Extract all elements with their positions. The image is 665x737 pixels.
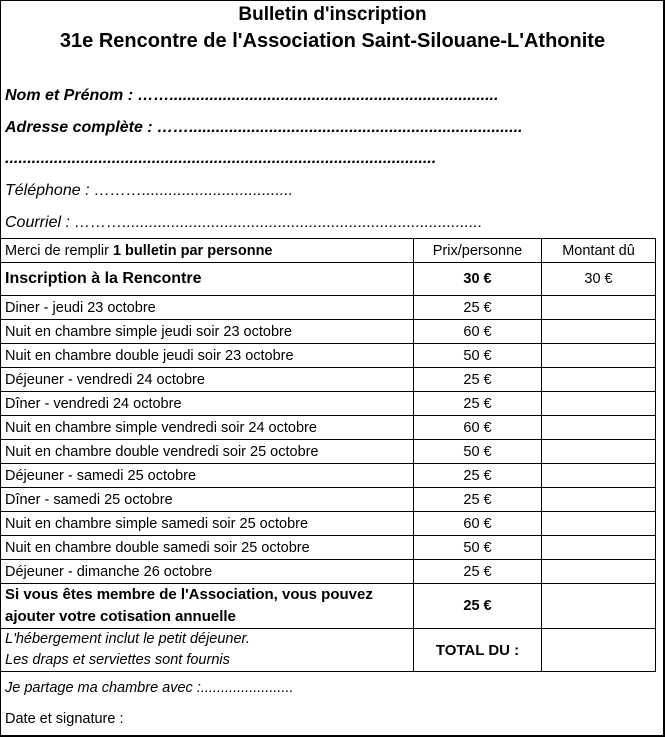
item-label: Diner - jeudi 23 octobre [0,295,414,320]
table-row: Dîner - samedi 25 octobre 25 € [0,487,656,512]
table-row: Dîner - vendredi 24 octobre 25 € [0,391,656,416]
inscription-price: 30 € [413,262,542,296]
item-label: Nuit en chambre simple vendredi soir 24 … [0,415,414,440]
form-title: Bulletin d'inscription [238,4,427,25]
inscription-due[interactable]: 30 € [541,262,656,296]
item-due[interactable] [541,391,656,416]
signature-field[interactable]: Date et signature : [5,711,124,727]
notes-row: L'hébergement inclut le petit déjeuner. L… [0,628,656,672]
table-row: Déjeuner - samedi 25 octobre 25 € [0,463,656,488]
item-price: 50 € [413,343,542,368]
table-row: Nuit en chambre simple vendredi soir 24 … [0,415,656,440]
item-label: Déjeuner - samedi 25 octobre [0,463,414,488]
item-due[interactable] [541,439,656,464]
item-price: 60 € [413,415,542,440]
item-price: 60 € [413,319,542,344]
item-label: Nuit en chambre double samedi soir 25 oc… [0,535,414,560]
item-due[interactable] [541,463,656,488]
email-field[interactable]: Courriel : ………..........................… [5,214,483,231]
item-label: Déjeuner - vendredi 24 octobre [0,367,414,392]
item-price: 25 € [413,487,542,512]
total-due[interactable] [541,628,656,672]
table-row: Déjeuner - vendredi 24 octobre 25 € [0,367,656,392]
item-price: 25 € [413,367,542,392]
item-price: 60 € [413,511,542,536]
item-due[interactable] [541,343,656,368]
table-row: Nuit en chambre simple samedi soir 25 oc… [0,511,656,536]
table-header-row: Merci de remplir 1 bulletin par personne… [0,238,656,263]
address-line2-field[interactable]: ........................................… [5,150,437,167]
item-due[interactable] [541,295,656,320]
form-subtitle: 31e Rencontre de l'Association Saint-Sil… [59,30,606,52]
item-due[interactable] [541,559,656,584]
item-price: 50 € [413,439,542,464]
item-label: Dîner - samedi 25 octobre [0,487,414,512]
item-label: Dîner - vendredi 24 octobre [0,391,414,416]
item-label: Nuit en chambre simple samedi soir 25 oc… [0,511,414,536]
inscription-row: Inscription à la Rencontre 30 € 30 € [0,262,656,296]
item-price: 25 € [413,463,542,488]
membership-label: Si vous êtes membre de l'Association, vo… [0,583,414,629]
header-due: Montant dû [541,238,656,263]
table-row: Déjeuner - dimanche 26 octobre 25 € [0,559,656,584]
item-due[interactable] [541,535,656,560]
membership-due[interactable] [541,583,656,629]
header-note: Merci de remplir 1 bulletin par personne [0,238,414,263]
table-row: Nuit en chambre double samedi soir 25 oc… [0,535,656,560]
room-share-field[interactable]: Je partage ma chambre avec :............… [5,680,294,696]
price-table: Merci de remplir 1 bulletin par personne… [0,238,656,672]
item-price: 50 € [413,535,542,560]
item-price: 25 € [413,391,542,416]
table-row: Nuit en chambre simple jeudi soir 23 oct… [0,319,656,344]
table-row: Nuit en chambre double jeudi soir 23 oct… [0,343,656,368]
name-field[interactable]: Nom et Prénom : ……......................… [5,87,499,104]
item-due[interactable] [541,511,656,536]
notes: L'hébergement inclut le petit déjeuner. L… [0,628,414,672]
item-label: Nuit en chambre simple jeudi soir 23 oct… [0,319,414,344]
item-price: 25 € [413,295,542,320]
item-label: Nuit en chambre double vendredi soir 25 … [0,439,414,464]
item-label: Nuit en chambre double jeudi soir 23 oct… [0,343,414,368]
address-field[interactable]: Adresse complète : ……...................… [5,119,523,136]
item-due[interactable] [541,415,656,440]
item-due[interactable] [541,319,656,344]
header-price: Prix/personne [413,238,542,263]
table-row: Diner - jeudi 23 octobre 25 € [0,295,656,320]
phone-field[interactable]: Téléphone : ……….........................… [5,182,294,199]
inscription-label: Inscription à la Rencontre [0,262,414,296]
item-due[interactable] [541,487,656,512]
table-row: Nuit en chambre double vendredi soir 25 … [0,439,656,464]
total-label: TOTAL DU : [413,628,542,672]
item-due[interactable] [541,367,656,392]
item-price: 25 € [413,559,542,584]
item-label: Déjeuner - dimanche 26 octobre [0,559,414,584]
membership-price: 25 € [413,583,542,629]
membership-row: Si vous êtes membre de l'Association, vo… [0,583,656,629]
